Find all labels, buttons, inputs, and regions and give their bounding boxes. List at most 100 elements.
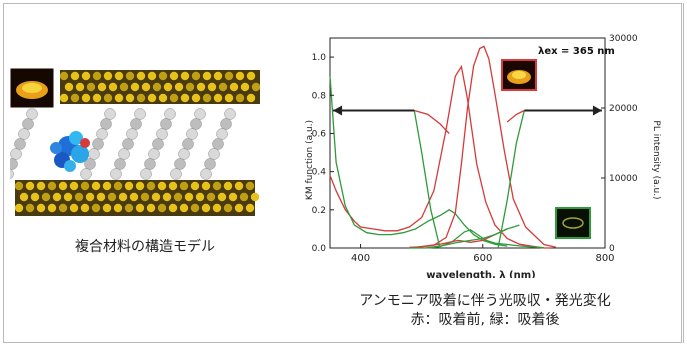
spectra-chart: 400 600 800 0.0 0.2 0.4 0.6 0.8 1.0 0 10000 20000 30… [305,34,661,278]
bottom-layer-atom [179,181,189,191]
top-layer-atom [240,82,250,92]
top-layer-atom [130,82,140,92]
bottom-layer-atom [234,203,244,213]
chain-atom [178,148,190,160]
bottom-layer-atom [234,181,244,191]
model-caption: 複合材料の構造モデル [75,239,215,255]
top-layer-atom [213,71,223,81]
chain-atom [96,128,108,140]
chain-atom [186,128,198,140]
top-layer-atom [81,71,91,81]
chain-atom [10,148,22,160]
ammonia-molecule [50,131,90,172]
top-layer-atom [163,82,173,92]
series-line-1 [329,76,508,247]
bottom-layer-atom [195,192,205,202]
top-layer-atom [119,82,129,92]
top-layer-atom [218,82,228,92]
pl-photo-before-thumbnail [501,59,537,91]
bottom-layer-atom [212,181,222,191]
y-axis-right-label: PL intensity (a.u.) [651,120,661,199]
bottom-layer-atom [58,203,68,213]
bottom-layer-atom [162,192,172,202]
bottom-layer-atom [157,181,167,191]
bottom-layer-atom [129,192,139,202]
bottom-layer-atom [179,203,189,213]
caption-line-2: 赤：吸着前, 緑：吸着後 [410,312,560,328]
chain-atom [174,158,186,170]
bottom-layer-atom [47,203,57,213]
chain-atom [14,138,26,150]
bottom-layer-atom [69,203,79,213]
top-layer-atom [152,82,162,92]
chain-atom [134,108,146,120]
spectra-caption: アンモニア吸着に伴う光吸収・発光変化 赤：吸着前, 緑：吸着後 [300,292,670,330]
top-layer-atom [158,93,168,103]
structure-model-illustration [10,68,260,216]
chain-atom [118,148,130,160]
chain-atom [88,148,100,160]
bottom-layer-atom [190,203,200,213]
y-left-tick-label: 0.8 [312,91,327,101]
y-right-tick-label: 20000 [609,104,638,114]
bottom-layer-atom [91,181,101,191]
top-layer-atom [147,71,157,81]
bottom-layer-atom [146,181,156,191]
top-layer-atom [141,82,151,92]
bottom-layer-atom [168,203,178,213]
bottom-layer-atom [80,181,90,191]
top-layer-atom [185,82,195,92]
bottom-layer-atom [124,203,134,213]
plot-frame [329,37,606,249]
top-layer-atom [147,93,157,103]
top-layer-atom [224,93,234,103]
bottom-layer-atom [19,192,29,202]
pl-photo-after-thumbnail [555,207,591,239]
chain-atom [22,118,34,130]
bottom-layer-atom [107,192,117,202]
bottom-layer-atom [250,192,260,202]
top-layer-atom [213,93,223,103]
bottom-layer-atom [63,192,73,202]
bottom-layer-atom [151,192,161,202]
bottom-layer-atom [69,181,79,191]
excitation-annotation: λex = 365 nm [538,46,615,57]
bottom-layer-atom [245,203,255,213]
axis-arrow-0 [333,105,415,116]
series-line-0 [329,64,550,249]
bottom-layer-atom [140,192,150,202]
top-layer-atom [97,82,107,92]
top-layer-atom [136,71,146,81]
chain-atom [170,168,182,180]
bottom-layer-atom [25,181,35,191]
top-layer-atom [86,82,96,92]
bottom-layer-atom [14,181,24,191]
sample-photo-before-thumbnail [10,68,55,109]
x-tick-label: 400 [351,253,370,264]
chain-atom [92,138,104,150]
top-layer-atom [103,71,113,81]
axis-arrow-1 [524,105,602,116]
top-layer [59,70,260,104]
top-layer-atom [224,71,234,81]
top-layer-atom [70,93,80,103]
bottom-layer-atom [168,181,178,191]
top-layer-atom [81,93,91,103]
chain-atom [194,108,206,120]
top-layer-atom [169,93,179,103]
bottom-layer-atom [36,181,46,191]
top-layer-atom [125,71,135,81]
chain-atom [104,108,116,120]
y-left-tick-label: 0.6 [312,129,327,139]
top-layer-atom [108,82,118,92]
chain-atom [10,158,18,170]
bottom-layer-atom [173,192,183,202]
top-layer-atom [125,93,135,103]
top-layer-atom [92,93,102,103]
bottom-layer-atom [25,203,35,213]
top-layer-atom [114,71,124,81]
top-layer-atom [196,82,206,92]
bottom-layer-atom [74,192,84,202]
caption-line-1: アンモニア吸着に伴う光吸収・発光変化 [359,293,611,309]
chain-atom [140,168,152,180]
